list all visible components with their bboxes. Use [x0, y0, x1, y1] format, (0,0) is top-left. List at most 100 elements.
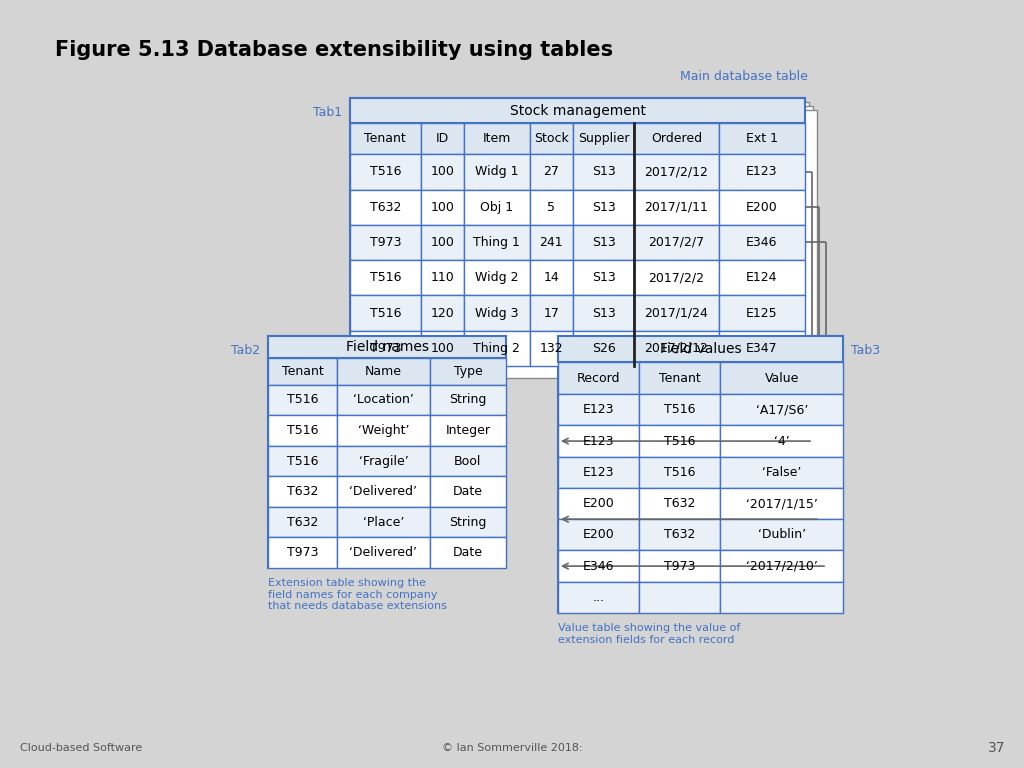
Text: Field names: Field names: [345, 340, 428, 354]
Text: 2017/1/24: 2017/1/24: [644, 306, 709, 319]
Text: E200: E200: [583, 528, 614, 541]
Text: Tab1: Tab1: [313, 107, 342, 120]
Text: String: String: [450, 393, 486, 406]
Bar: [558, 394, 639, 425]
Text: Record: Record: [577, 372, 621, 385]
Bar: [421, 154, 464, 190]
Text: ‘Weight’: ‘Weight’: [357, 424, 410, 437]
Bar: [558, 336, 843, 613]
Text: String: String: [450, 515, 486, 528]
Text: T632: T632: [287, 485, 318, 498]
Bar: [721, 362, 843, 394]
Bar: [529, 225, 573, 260]
Text: ‘Place’: ‘Place’: [362, 515, 404, 528]
Bar: [421, 225, 464, 260]
Bar: [464, 296, 529, 331]
Text: 2017/2/12: 2017/2/12: [644, 165, 709, 178]
Bar: [558, 336, 843, 362]
Bar: [558, 488, 639, 519]
Text: Tab2: Tab2: [230, 345, 260, 357]
Bar: [430, 476, 506, 507]
Text: 241: 241: [540, 236, 563, 249]
Bar: [354, 102, 809, 370]
Text: T973: T973: [370, 236, 401, 249]
Bar: [350, 296, 421, 331]
Text: 120: 120: [430, 306, 454, 319]
Bar: [529, 331, 573, 366]
Bar: [635, 190, 719, 225]
Bar: [558, 581, 639, 613]
Bar: [573, 190, 635, 225]
Text: Tab3: Tab3: [851, 345, 880, 357]
Bar: [430, 415, 506, 445]
Bar: [421, 296, 464, 331]
Text: Tenant: Tenant: [282, 365, 324, 378]
Bar: [719, 225, 805, 260]
Text: Ordered: Ordered: [651, 132, 702, 145]
Bar: [529, 154, 573, 190]
Text: S13: S13: [592, 306, 615, 319]
Bar: [719, 190, 805, 225]
Text: Ext 1: Ext 1: [745, 132, 778, 145]
Text: ‘Delivered’: ‘Delivered’: [349, 546, 418, 559]
Bar: [268, 336, 506, 568]
Bar: [464, 260, 529, 296]
Bar: [558, 519, 639, 551]
Bar: [721, 551, 843, 581]
Text: E123: E123: [583, 466, 614, 478]
Bar: [430, 538, 506, 568]
Bar: [421, 124, 464, 154]
Text: E200: E200: [583, 497, 614, 510]
Text: T516: T516: [665, 403, 695, 416]
Bar: [430, 358, 506, 385]
Text: 2017/2/7: 2017/2/7: [648, 236, 705, 249]
Bar: [337, 538, 430, 568]
Text: T516: T516: [370, 306, 401, 319]
Text: ...: ...: [593, 591, 604, 604]
Text: T516: T516: [370, 271, 401, 284]
Bar: [350, 124, 421, 154]
Text: E125: E125: [745, 306, 777, 319]
Text: S13: S13: [592, 165, 615, 178]
Bar: [268, 358, 337, 385]
Bar: [268, 538, 337, 568]
Text: Name: Name: [365, 365, 402, 378]
Text: 100: 100: [430, 236, 454, 249]
Text: 5: 5: [548, 200, 555, 214]
Text: T516: T516: [665, 435, 695, 448]
Bar: [721, 519, 843, 551]
Bar: [350, 154, 421, 190]
Bar: [573, 260, 635, 296]
Bar: [350, 331, 421, 366]
Text: ‘2017/1/15’: ‘2017/1/15’: [745, 497, 817, 510]
Text: Date: Date: [453, 546, 483, 559]
Bar: [719, 124, 805, 154]
Text: T973: T973: [287, 546, 318, 559]
Bar: [721, 425, 843, 457]
Text: 17: 17: [544, 306, 559, 319]
Text: ‘4’: ‘4’: [774, 435, 790, 448]
Text: T516: T516: [287, 393, 318, 406]
Text: T516: T516: [287, 455, 318, 468]
Text: Supplier: Supplier: [578, 132, 630, 145]
Text: 37: 37: [987, 741, 1005, 755]
Bar: [337, 415, 430, 445]
Text: T973: T973: [370, 342, 401, 355]
Text: Cloud-based Software: Cloud-based Software: [20, 743, 142, 753]
Bar: [350, 225, 421, 260]
Bar: [350, 190, 421, 225]
Bar: [464, 190, 529, 225]
Text: ‘A17/S6’: ‘A17/S6’: [756, 403, 808, 416]
Bar: [337, 385, 430, 415]
Text: 132: 132: [540, 342, 563, 355]
Text: E124: E124: [746, 271, 777, 284]
Text: 100: 100: [430, 165, 454, 178]
Bar: [635, 225, 719, 260]
Bar: [721, 488, 843, 519]
Bar: [573, 225, 635, 260]
Bar: [362, 110, 817, 378]
Bar: [337, 445, 430, 476]
Bar: [639, 425, 721, 457]
Bar: [639, 581, 721, 613]
Text: E200: E200: [745, 200, 777, 214]
